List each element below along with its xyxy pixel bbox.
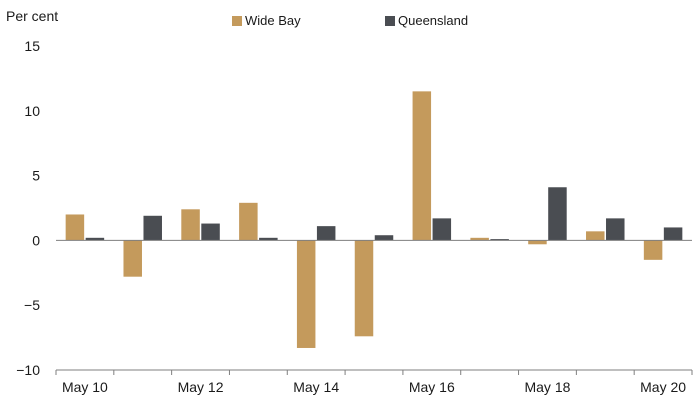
bar-wide-bay: [65, 214, 85, 241]
legend-label-queensland: Queensland: [398, 13, 469, 28]
legend-item-queensland: Queensland: [385, 13, 468, 28]
y-tick-label: 15: [24, 38, 40, 54]
bar-wide-bay: [296, 240, 316, 348]
bar-wide-bay: [412, 91, 432, 241]
bar-queensland: [85, 237, 105, 241]
bar-wide-bay: [586, 231, 605, 241]
bar-wide-bay: [528, 240, 547, 245]
bar-wide-bay: [643, 240, 663, 260]
bar-queensland: [374, 235, 394, 241]
bar-queensland: [432, 218, 452, 241]
bar-wide-bay: [181, 209, 200, 241]
x-tick-label: May 20: [640, 379, 686, 395]
bar-wide-bay: [470, 237, 489, 241]
bar-queensland: [663, 227, 683, 241]
legend-swatch-wide-bay: [232, 15, 242, 26]
y-tick-label: 0: [32, 232, 40, 248]
bar-wide-bay: [123, 240, 142, 277]
y-tick-label: −10: [16, 362, 40, 378]
bar-queensland: [548, 187, 567, 241]
bar-queensland: [490, 239, 509, 241]
legend-item-wide-bay: Wide Bay: [232, 13, 301, 28]
y-tick-label: 10: [24, 103, 40, 119]
y-tick-label: 5: [32, 168, 40, 184]
x-tick-label: May 12: [178, 379, 224, 395]
x-tick-label: May 10: [62, 379, 108, 395]
bar-queensland: [201, 223, 220, 241]
bar-wide-bay: [354, 240, 374, 337]
bar-queensland: [259, 237, 278, 241]
x-tick-label: May 16: [409, 379, 455, 395]
y-axis-label: Per cent: [6, 8, 59, 24]
bar-queensland: [606, 218, 625, 241]
legend-label-wide-bay: Wide Bay: [245, 13, 301, 28]
bar-queensland: [316, 226, 336, 241]
x-tick-label: May 18: [524, 379, 570, 395]
legend-swatch-queensland: [385, 15, 395, 26]
bar-queensland: [143, 215, 162, 241]
y-tick-label: −5: [24, 297, 40, 313]
bar-wide-bay: [239, 202, 258, 241]
x-tick-label: May 14: [293, 379, 339, 395]
